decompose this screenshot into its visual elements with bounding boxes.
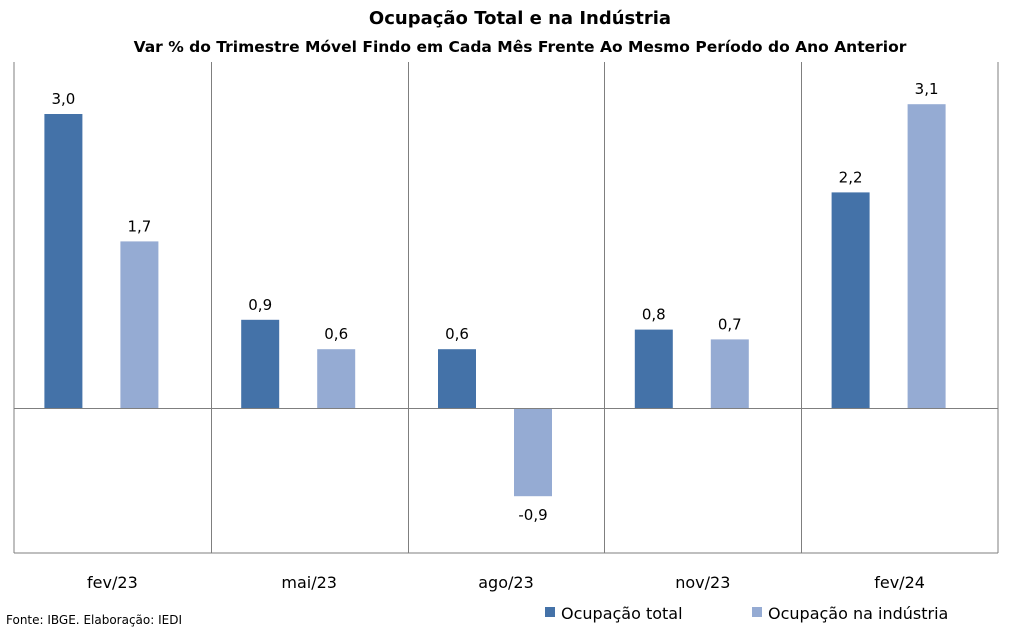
data-label: 0,7 [718,315,742,333]
plot-area: 3,0 0,9 0,6 0,8 2,2 1,7 0,6 -0,9 0,7 3,1 fev/23 mai… [13,62,999,592]
data-label: 1,7 [127,217,151,235]
bar-industria [514,408,552,497]
x-tick-label: nov/23 [675,573,730,592]
data-label: -0,9 [518,506,547,524]
x-tick-label: fev/24 [874,573,925,592]
bar-total [831,192,870,408]
data-label: 2,2 [839,168,863,186]
x-tick-label: ago/23 [478,573,534,592]
bar-total [44,114,83,408]
data-label: 0,8 [642,306,666,324]
legend-label: Ocupação total [561,604,683,623]
chart-title: Ocupação Total e na Indústria [369,8,671,29]
chart-subtitle: Var % do Trimestre Móvel Findo em Cada M… [134,38,907,56]
legend-label: Ocupação na indústria [768,604,948,623]
bar-industria [907,104,946,408]
legend-swatch [545,607,555,617]
x-tick-label: mai/23 [281,573,337,592]
legend: Ocupação total Ocupação na indústria [545,604,948,623]
data-label: 0,9 [248,296,272,314]
bar-total [438,349,476,408]
bar-industria [710,339,749,408]
data-label: 3,0 [51,90,75,108]
data-label: 0,6 [445,325,469,343]
bar-industria [317,349,356,408]
bar-total [634,329,673,408]
x-tick-label: fev/23 [87,573,138,592]
bar-total [241,319,280,408]
data-label: 0,6 [324,325,348,343]
source-note: Fonte: IBGE. Elaboração: IEDI [6,613,182,627]
data-label: 3,1 [915,80,939,98]
legend-swatch [752,607,762,617]
bar-industria [120,241,159,408]
